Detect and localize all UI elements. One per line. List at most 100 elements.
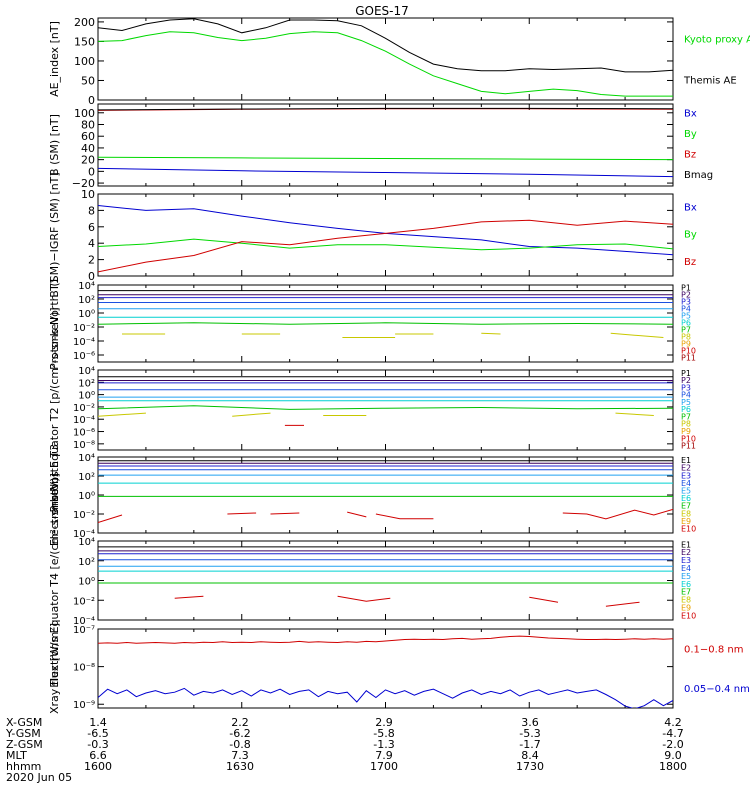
legend-by: By — [684, 230, 697, 241]
legend-e3: E3 — [681, 471, 691, 480]
panel-frame — [97, 193, 674, 277]
series-group — [98, 205, 673, 273]
legend-p6: P6 — [681, 405, 691, 414]
y-tick-label: 10⁻⁴ — [73, 337, 95, 348]
legend-bz: Bz — [684, 257, 696, 268]
y-tick-label: 10² — [78, 378, 95, 389]
zgsm-value: -1.3 — [373, 738, 394, 751]
xgsm-value: 3.6 — [521, 716, 539, 729]
series-segment-e9 — [174, 595, 204, 599]
hhmm-value: 1630 — [226, 760, 254, 773]
y-axis-label: B (SM)−IGRF (SM) [nT] — [48, 172, 61, 297]
y-tick-label: 100 — [74, 107, 95, 120]
y-tick-label: 4 — [88, 237, 95, 250]
y-tick-label: 10² — [78, 472, 95, 483]
legend-p5: P5 — [681, 312, 691, 321]
panel-frame — [97, 103, 674, 187]
legend-e5: E5 — [681, 486, 691, 495]
legend-p11: P11 — [681, 354, 696, 363]
hhmm-value: 1730 — [516, 760, 544, 773]
y-tick-label: 10⁴ — [78, 281, 95, 292]
series-segment-e9 — [375, 513, 434, 520]
xgsm-value: 1.4 — [89, 716, 107, 729]
series-line-0-05-0-4-nm — [98, 687, 673, 708]
legend-p2: P2 — [681, 291, 691, 300]
y-tick-label: 10⁻⁶ — [73, 351, 95, 362]
hhmm-value: 1800 — [659, 760, 687, 773]
legend-p1: P1 — [681, 284, 691, 293]
legend-p8: P8 — [681, 333, 691, 342]
series-line-bx — [98, 205, 673, 256]
y-axis-label: AE_index [nT] — [48, 21, 61, 97]
y-tick-label: 10⁻² — [73, 510, 95, 521]
y-tick-label: 150 — [74, 35, 95, 48]
footer-label-hhmm: hhmm — [6, 760, 41, 773]
legend-p6: P6 — [681, 319, 691, 328]
series-line-themis-ae — [98, 18, 673, 73]
legend-p2: P2 — [681, 376, 691, 385]
legend-e9: E9 — [681, 517, 691, 526]
legend-e4: E4 — [681, 564, 691, 573]
footer-label-ygsm: Y-GSM — [5, 727, 41, 740]
series-line-p7 — [98, 405, 673, 410]
y-tick-label: 80 — [81, 119, 95, 132]
panel-3: 0 2 4 6 8 10 B (SM)−IGRF (SM) [nT] Bx By Bz — [48, 172, 697, 297]
hhmm-value: 1700 — [370, 760, 398, 773]
y-axis-label: Xray flux [W/m²] — [48, 623, 61, 714]
series-segment-p8 — [98, 412, 146, 417]
series-line-kyoto-proxy-ae — [98, 31, 673, 97]
legend-bmag: Bmag — [684, 170, 713, 181]
series-segment-e9 — [605, 601, 640, 607]
mlt-value: 8.4 — [521, 749, 539, 762]
legend-kyoto-proxy-ae: Kyoto proxy AE — [684, 35, 750, 46]
panel-frame — [97, 540, 674, 621]
legend-e1: E1 — [681, 456, 691, 465]
series-segment-e9 — [227, 512, 257, 515]
series-group — [98, 460, 673, 523]
y-tick-label: 10⁻² — [73, 596, 95, 607]
legend-p4: P4 — [681, 391, 691, 400]
legend-e5: E5 — [681, 572, 691, 581]
footer: X-GSM Y-GSM Z-GSM MLT hhmm 2020 Jun 05 1… — [5, 716, 687, 784]
y-tick-label: 60 — [81, 130, 95, 143]
y-tick-label: 8 — [88, 204, 95, 217]
ygsm-value: -5.3 — [519, 727, 540, 740]
legend-bx: Bx — [684, 108, 697, 119]
ygsm-value: -6.2 — [229, 727, 250, 740]
y-axis-label: Protons Equator T2 [p/(cm²-s-sr-keV)] — [48, 307, 61, 512]
legend-e7: E7 — [681, 502, 691, 511]
y-tick-label: 10⁰ — [78, 491, 95, 502]
legend-themis-ae: Themis AE — [683, 76, 737, 87]
y-tick-label: 10⁻⁴ — [73, 529, 95, 540]
y-tick-label: 10⁴ — [78, 366, 95, 377]
series-line-p7 — [98, 322, 673, 325]
y-tick-label: 10² — [78, 557, 95, 568]
series-segment-e9 — [529, 596, 559, 603]
ygsm-value: -6.5 — [87, 727, 108, 740]
panel-frame — [97, 369, 674, 451]
legend-p4: P4 — [681, 305, 691, 314]
legend-p10: P10 — [681, 347, 696, 356]
y-tick-label: 50 — [81, 74, 95, 87]
y-tick-label: 40 — [81, 142, 95, 155]
legend-e10: E10 — [681, 611, 696, 620]
y-tick-label: 10⁰ — [78, 309, 95, 320]
xgsm-value: 4.2 — [664, 716, 682, 729]
series-group — [98, 290, 673, 338]
legend-p5: P5 — [681, 398, 691, 407]
legend-bz: Bz — [684, 149, 696, 160]
mlt-value: 6.6 — [89, 749, 107, 762]
xgsm-value: 2.9 — [375, 716, 393, 729]
legend-by: By — [684, 129, 697, 140]
legend-p9: P9 — [681, 340, 691, 349]
legend-e2: E2 — [681, 464, 691, 473]
zgsm-value: -0.3 — [87, 738, 108, 751]
ygsm-value: -5.8 — [373, 727, 394, 740]
y-tick-label: 10⁻⁸ — [73, 440, 95, 451]
series-segment-p8 — [232, 412, 271, 417]
series-line-bx — [98, 167, 673, 178]
zgsm-value: -0.8 — [229, 738, 250, 751]
y-axis-label: Protons North T1 — [48, 277, 61, 370]
